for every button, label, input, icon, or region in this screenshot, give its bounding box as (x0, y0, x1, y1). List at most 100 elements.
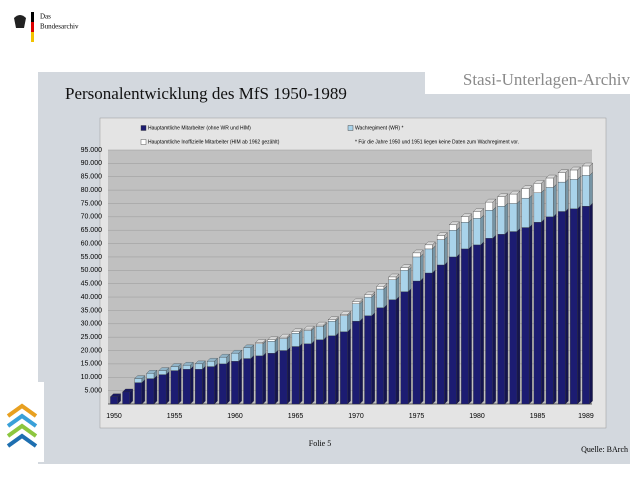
bar (533, 192, 542, 223)
bar (267, 353, 276, 405)
bar-side (407, 288, 412, 405)
bar (243, 358, 251, 405)
bar (267, 339, 276, 342)
bar-side (504, 202, 509, 235)
bar-side (444, 236, 448, 266)
bar-side (250, 355, 254, 405)
bar-side (141, 379, 146, 405)
bar (545, 177, 554, 188)
y-tick-label: 30.000 (81, 321, 103, 328)
bar (582, 205, 590, 405)
bar (570, 179, 578, 209)
y-tick-label: 15.000 (81, 361, 103, 368)
bar-side (432, 269, 436, 405)
corner-icon (0, 382, 44, 462)
bar (328, 320, 336, 336)
bar (521, 188, 530, 199)
bar-side (444, 261, 448, 405)
bar (158, 374, 167, 405)
bar-side (553, 213, 557, 405)
bar-side (395, 276, 400, 301)
bar (134, 382, 143, 405)
y-tick-label: 90.000 (81, 160, 103, 167)
bar-side (541, 218, 545, 405)
bar-side (359, 300, 363, 322)
bar-side (323, 336, 327, 405)
bar-side (202, 365, 206, 405)
bar (352, 320, 360, 405)
bar (328, 319, 336, 322)
bar (170, 370, 179, 405)
bar (231, 361, 239, 405)
bar (485, 201, 493, 211)
bar-side (371, 293, 375, 317)
x-tick-label: 1970 (348, 413, 364, 420)
y-tick-label: 55.000 (81, 254, 103, 261)
bar (545, 216, 554, 405)
bar (424, 248, 433, 274)
bar-side (153, 375, 158, 405)
footnote: * Für die Jahre 1950 und 1951 liegen kei… (355, 139, 519, 145)
y-tick-label: 80.000 (81, 187, 103, 194)
chart-title: Personalentwicklung des MfS 1950-1989 (65, 84, 347, 103)
legend-swatch (140, 139, 147, 145)
bar-side (347, 312, 351, 333)
logo-text: Bundesarchiv (40, 23, 79, 31)
bar (376, 286, 385, 290)
bar (473, 218, 481, 246)
bar-side (383, 285, 388, 309)
y-tick-label: 85.000 (81, 174, 103, 181)
bar (557, 172, 566, 183)
bar (570, 208, 578, 405)
bar (570, 169, 578, 180)
bar (255, 355, 264, 405)
bar-side (492, 206, 496, 239)
bar (134, 378, 143, 383)
bar-side (274, 349, 279, 405)
legend-label: Wachregiment (WR) * (355, 125, 403, 131)
bar-side (347, 328, 351, 405)
bar-side (420, 277, 424, 405)
bar-side (528, 194, 533, 228)
bar (582, 165, 590, 176)
x-tick-label: 1985 (530, 413, 546, 420)
slide-number: Folie 5 (309, 439, 331, 448)
bar (303, 343, 312, 405)
bar (255, 342, 264, 344)
bar (485, 210, 493, 239)
bar (436, 264, 445, 405)
bar-side (468, 218, 472, 250)
bar-side (480, 241, 484, 405)
bar (158, 370, 167, 375)
bar (303, 330, 312, 344)
bar (376, 307, 385, 405)
bar (194, 369, 203, 405)
x-tick-label: 1980 (469, 413, 485, 420)
bar-side (468, 245, 472, 405)
bar (473, 244, 481, 405)
bar (328, 335, 336, 405)
bar (533, 222, 542, 405)
bar-side (311, 340, 315, 405)
bar (182, 369, 191, 405)
bar (364, 294, 372, 298)
y-tick-label: 65.000 (81, 227, 103, 234)
bar (352, 301, 360, 304)
archive-label: Stasi-Unterlagen-Archiv (463, 70, 631, 89)
bar (400, 270, 409, 292)
bar-side (395, 296, 400, 405)
bar-side (565, 178, 569, 212)
bar-side (335, 332, 339, 405)
bar (340, 315, 348, 332)
bar (436, 239, 445, 266)
bar (364, 296, 372, 316)
y-tick-label: 5.000 (84, 387, 102, 394)
bar (509, 193, 518, 204)
bar (219, 363, 227, 405)
bar-side (420, 253, 424, 282)
bar (461, 216, 469, 223)
legend-label: Hauptamtliche Inoffizielle Mitarbeiter (… (148, 139, 280, 145)
y-tick-label: 25.000 (81, 334, 103, 341)
bar (291, 332, 300, 347)
